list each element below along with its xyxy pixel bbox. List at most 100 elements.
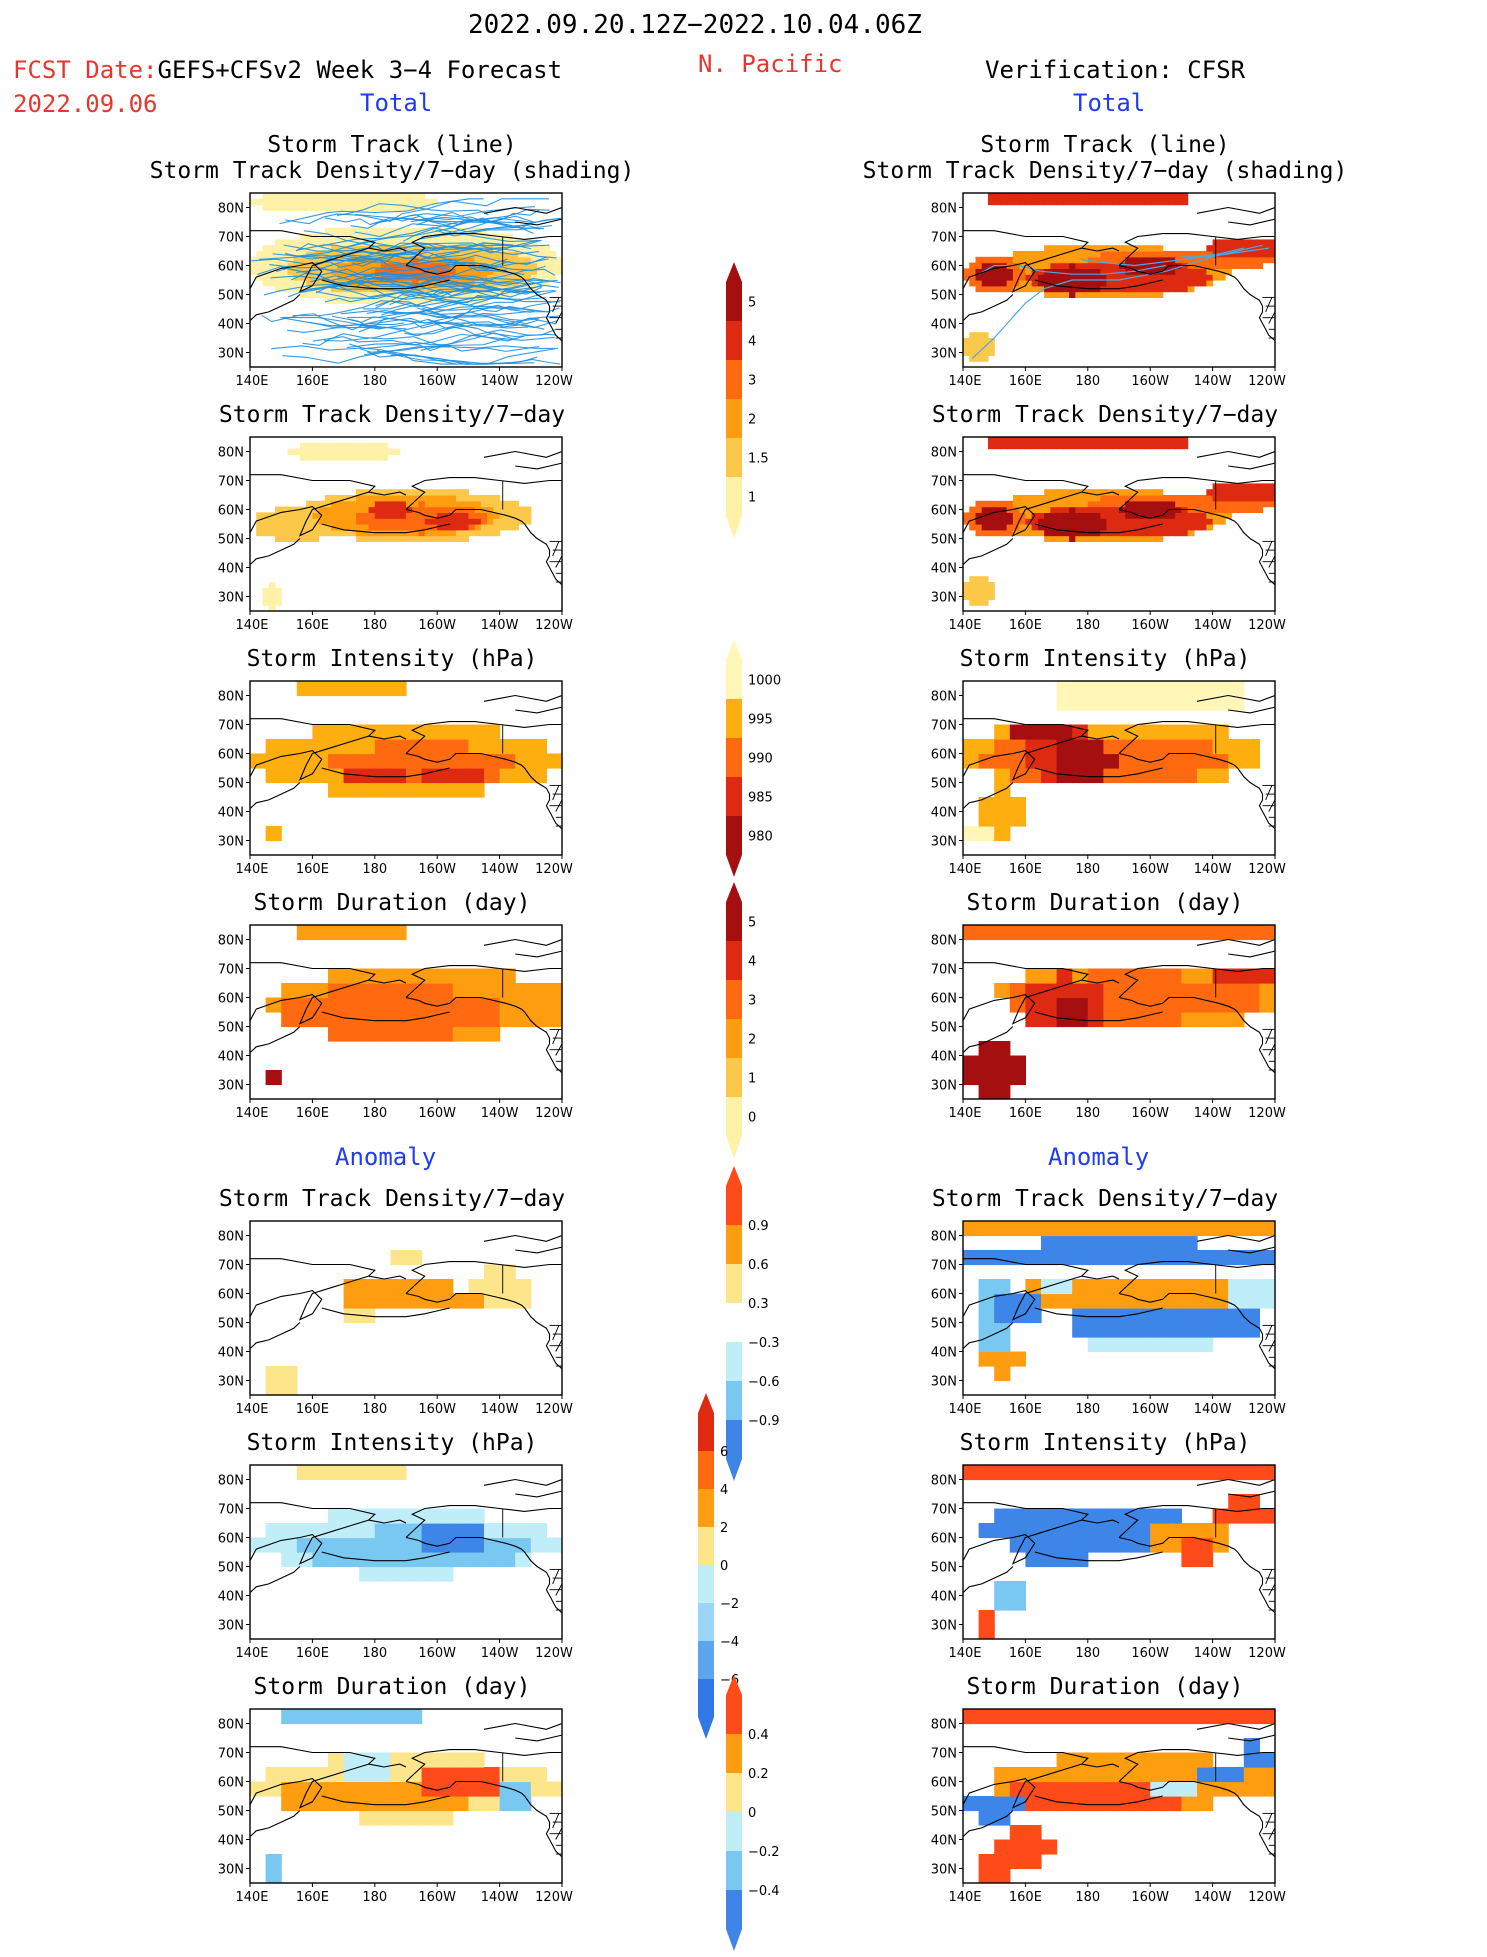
shading-cell: [1112, 442, 1120, 450]
shading-cell: [462, 512, 469, 519]
shading-cell: [443, 245, 451, 252]
shading-cell: [1044, 506, 1051, 513]
shading-cell: [349, 193, 357, 200]
shading-cell: [356, 227, 363, 235]
lat-tick-label: 40N: [931, 1050, 957, 1065]
shading-cell: [306, 442, 313, 450]
shading-cell: [1119, 968, 1136, 984]
shading-cell: [387, 280, 395, 287]
shading-cell: [1165, 1337, 1182, 1353]
shading-cell: [515, 997, 532, 1013]
shading-cell: [468, 1523, 485, 1539]
shading-cell: [1100, 274, 1108, 281]
shading-cell: [437, 753, 454, 769]
lon-tick-label: 180: [362, 374, 387, 389]
shading-cell: [1162, 512, 1170, 519]
shading-cell: [1212, 1221, 1229, 1237]
shading-cell: [250, 262, 257, 269]
shading-cell: [1103, 1465, 1120, 1481]
shading-cell: [1087, 997, 1104, 1013]
shading-cell: [1009, 1523, 1026, 1539]
shading-cell: [406, 782, 423, 798]
shading-cell: [1056, 1293, 1073, 1309]
shading-cell: [1243, 262, 1251, 269]
lon-tick-label: 160E: [1009, 374, 1042, 389]
shading-cell: [1206, 280, 1214, 287]
shading-cell: [543, 251, 551, 258]
shading-cell: [287, 239, 295, 246]
shading-cell: [1181, 500, 1189, 508]
shading-cell: [293, 268, 301, 275]
shading-cell: [343, 1552, 360, 1568]
shading-cell: [1075, 268, 1083, 275]
shading-cell: [1181, 997, 1198, 1013]
shading-cell: [981, 576, 989, 583]
shading-cell: [1206, 256, 1214, 264]
shading-cell: [1019, 495, 1026, 502]
shading-cell: [1200, 262, 1207, 269]
shading-cell: [981, 285, 989, 293]
shading-cell: [368, 274, 376, 281]
shading-cell: [452, 1508, 469, 1524]
shading-cell: [1075, 442, 1083, 450]
shading-cell: [312, 204, 320, 211]
shading-cell: [1262, 495, 1270, 502]
lat-tick-label: 30N: [931, 1863, 957, 1878]
shading-cell: [306, 245, 313, 252]
shading-cell: [368, 193, 376, 200]
shading-cell: [1050, 500, 1058, 508]
shading-cell: [393, 297, 401, 304]
shading-cell: [362, 280, 370, 287]
shading-cell: [1087, 262, 1095, 269]
shading-cell: [1243, 1308, 1260, 1324]
shading-cell: [515, 768, 532, 784]
shading-cell: [406, 524, 413, 531]
shading-cell: [331, 198, 338, 206]
shading-cell: [1112, 518, 1120, 525]
shading-cell: [390, 1250, 407, 1266]
shading-cell: [1119, 1537, 1136, 1553]
shading-cell: [1134, 724, 1151, 740]
shading-cell: [274, 204, 282, 211]
shading-cell: [359, 1781, 376, 1797]
shading-cell: [1103, 1308, 1120, 1324]
shading-cell: [1031, 442, 1039, 450]
shading-cell: [1231, 251, 1239, 258]
shading-cell: [281, 1012, 298, 1028]
shading-cell: [499, 518, 507, 525]
shading-cell: [1062, 193, 1070, 200]
shading-cell: [1168, 193, 1176, 200]
shading-cell: [969, 280, 977, 287]
shading-cell: [1143, 512, 1151, 519]
shading-cell: [421, 724, 438, 740]
shading-cell: [256, 529, 264, 537]
shading-cell: [449, 529, 457, 537]
shading-cell: [421, 1012, 438, 1028]
shading-cell: [1231, 495, 1239, 502]
shading-cell: [412, 500, 420, 508]
shading-cell: [480, 233, 488, 240]
map-intensity-total-left: 140E 160E 180 160W 140W 120W 80N 70N 60N 50N 40N 30…: [212, 680, 573, 879]
shading-cell: [1250, 262, 1257, 269]
shading-cell: [1075, 495, 1083, 502]
shading-cell: [987, 587, 995, 595]
shading-cell: [1106, 442, 1114, 450]
shading-cell: [1225, 500, 1232, 508]
shading-cell: [1072, 1293, 1089, 1309]
lat-tick-label: 60N: [931, 1532, 957, 1547]
shading-cell: [443, 489, 451, 496]
shading-cell: [480, 274, 488, 281]
colorbar-segment: [726, 1420, 742, 1459]
shading-cell: [287, 448, 295, 455]
shading-cell: [480, 291, 488, 298]
shading-cell: [1094, 274, 1101, 281]
shading-cell: [318, 442, 326, 450]
shading-cell: [1009, 925, 1026, 941]
lat-tick-label: 60N: [218, 992, 244, 1007]
shading-cell: [281, 1537, 298, 1553]
shading-cell: [1200, 280, 1207, 287]
lat-tick-label: 70N: [931, 1259, 957, 1274]
shading-cell: [1025, 442, 1033, 450]
shading-cell: [374, 753, 391, 769]
shading-cell: [1094, 437, 1101, 444]
